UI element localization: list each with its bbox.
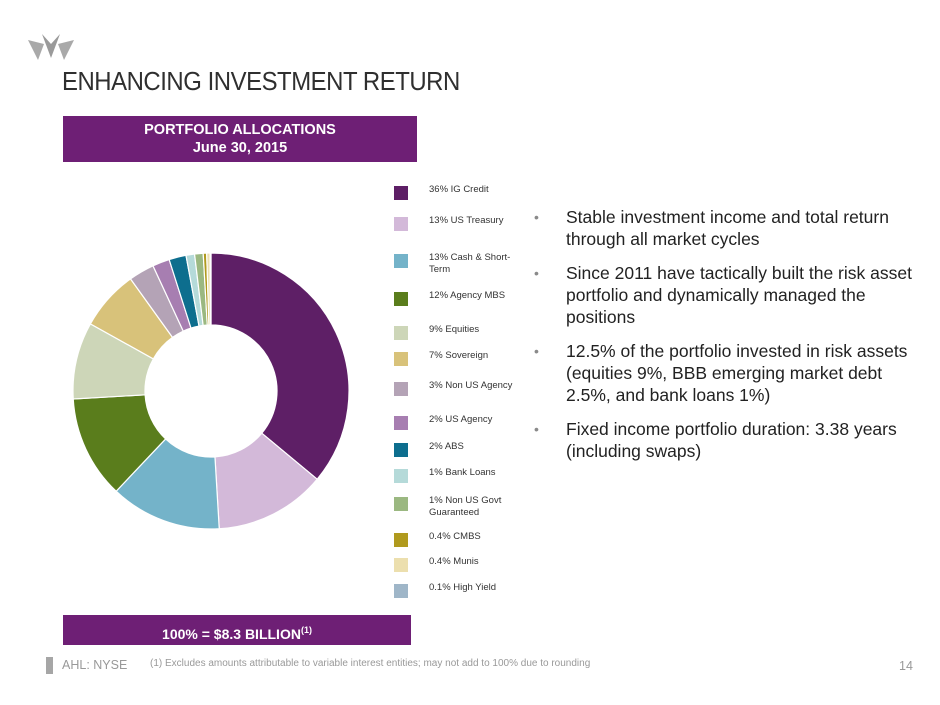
bullet-dot-icon: • (534, 209, 539, 225)
legend-label: 2% US Agency (429, 414, 493, 425)
allocation-donut-chart (72, 252, 350, 530)
legend-swatch (394, 292, 408, 306)
legend-swatch (394, 469, 408, 483)
legend-swatch (394, 533, 408, 547)
bullet-dot-icon: • (534, 265, 539, 281)
legend-label: 0.4% CMBS (429, 531, 481, 542)
legend-label: 9% Equities (429, 324, 480, 335)
footer-bar (46, 657, 53, 674)
ticker-label: AHL: NYSE (62, 658, 128, 672)
legend-item: 0.4% CMBS (394, 531, 524, 563)
legend-item: 12% Agency MBS (394, 290, 524, 322)
legend-swatch (394, 382, 408, 396)
legend-swatch (394, 326, 408, 340)
donut-slice-ig-credit (210, 252, 350, 481)
total-label: 100% = $8.3 BILLION (162, 626, 301, 642)
bullet-item: • 12.5% of the portfolio invested in risk… (534, 340, 924, 406)
legend-swatch (394, 186, 408, 200)
legend-label: 1% Bank Loans (429, 467, 496, 478)
legend-swatch (394, 497, 408, 511)
legend-item: 2% ABS (394, 441, 524, 473)
bullet-item: • Stable investment income and total retu… (534, 206, 924, 250)
legend-item: 0.4% Munis (394, 556, 524, 588)
key-points-list: • Stable investment income and total retu… (534, 206, 924, 474)
portfolio-allocations-banner: PORTFOLIO ALLOCATIONS June 30, 2015 (63, 116, 417, 162)
bullet-dot-icon: • (534, 343, 539, 359)
legend-item: 9% Equities (394, 324, 524, 356)
total-banner: 100% = $8.3 BILLION(1) (63, 615, 411, 645)
page-title: ENHANCING INVESTMENT RETURN (62, 66, 460, 96)
bullet-dot-icon: • (534, 421, 539, 437)
legend-label: 2% ABS (429, 441, 464, 452)
bullet-item: • Fixed income portfolio duration: 3.38 y… (534, 418, 924, 462)
legend-label: 0.4% Munis (429, 556, 479, 567)
legend-swatch (394, 217, 408, 231)
legend-item: 13% US Treasury (394, 215, 524, 247)
total-footnote-ref: (1) (300, 625, 312, 635)
legend-label: 13% Cash & Short-Term (429, 252, 511, 275)
legend-item: 1% Bank Loans (394, 467, 524, 499)
banner-date: June 30, 2015 (192, 140, 288, 156)
bullet-item: • Since 2011 have tactically built the ri… (534, 262, 924, 328)
bullet-text: 12.5% of the portfolio invested in risk … (566, 341, 908, 405)
company-logo (28, 34, 74, 60)
legend-label: 7% Sovereign (429, 350, 489, 361)
legend-label: 36% IG Credit (429, 184, 489, 195)
footnote: (1) Excludes amounts attributable to var… (150, 658, 591, 669)
legend-item: 1% Non US Govt Guaranteed (394, 495, 524, 527)
legend-label: 1% Non US Govt Guaranteed (429, 495, 502, 518)
legend-label: 12% Agency MBS (429, 290, 506, 301)
legend-label: 0.1% High Yield (429, 582, 497, 593)
legend-label: 3% Non US Agency (429, 380, 513, 391)
legend-swatch (394, 584, 408, 598)
legend-item: 36% IG Credit (394, 184, 524, 216)
legend-swatch (394, 352, 408, 366)
legend-item: 7% Sovereign (394, 350, 524, 382)
legend-item: 2% US Agency (394, 414, 524, 446)
bullet-text: Since 2011 have tactically built the ris… (566, 263, 912, 327)
legend-swatch (394, 558, 408, 572)
bullet-text: Stable investment income and total retur… (566, 207, 889, 249)
bullet-text: Fixed income portfolio duration: 3.38 ye… (566, 419, 897, 461)
legend-swatch (394, 254, 408, 268)
legend-item: 3% Non US Agency (394, 380, 524, 412)
legend-swatch (394, 443, 408, 457)
legend-item: 13% Cash & Short-Term (394, 252, 524, 284)
legend-item: 0.1% High Yield (394, 582, 524, 614)
legend-swatch (394, 416, 408, 430)
page-number: 14 (899, 659, 913, 673)
donut-slice-high-yield (209, 252, 212, 326)
banner-title: PORTFOLIO ALLOCATIONS (144, 122, 336, 138)
legend-label: 13% US Treasury (429, 215, 504, 226)
